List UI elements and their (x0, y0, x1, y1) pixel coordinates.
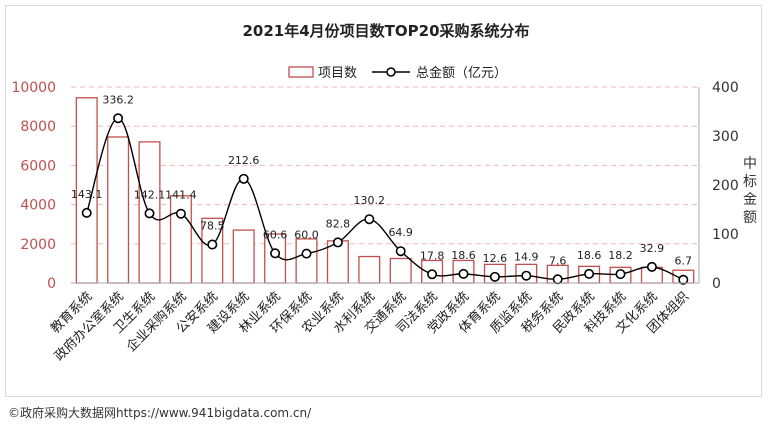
amount-data-label: 143.1 (71, 188, 103, 201)
amount-point-卫生系统 (144, 208, 155, 219)
amount-point-交通系统 (395, 246, 406, 257)
amount-point-企业采购系统 (175, 208, 186, 219)
chart-title: 2021年4月份项目数TOP20采购系统分布 (242, 22, 529, 40)
y-right-tick-label: 0 (712, 276, 721, 292)
amount-data-label: 18.2 (608, 249, 633, 262)
amount-data-label: 14.9 (514, 251, 539, 264)
y-right-tick-label: 100 (712, 227, 739, 243)
bar-环保系统 (295, 238, 318, 284)
amount-data-label: 78.5 (200, 220, 225, 233)
amount-point-农业系统 (332, 237, 343, 248)
amount-data-label: 142.1 (134, 188, 166, 201)
y-left-tick-label: 2000 (20, 237, 56, 253)
amount-data-label: 18.6 (451, 249, 476, 262)
chart-container: 143.1 336.2 142.1 141.4 78.5 212.6 60.6 60.0 82.… (5, 5, 762, 397)
amount-data-label: 12.6 (483, 252, 508, 265)
y-left-tick-label: 10000 (11, 80, 56, 96)
amount-data-label: 82.8 (326, 217, 351, 230)
amount-point-科技系统 (615, 269, 626, 280)
amount-point-党政系统 (458, 268, 469, 279)
amount-point-团体组织 (678, 274, 689, 285)
amount-point-公安系统 (207, 239, 218, 250)
chart-svg: 143.1 336.2 142.1 141.4 78.5 212.6 60.6 60.0 82.… (11, 22, 757, 364)
amount-point-环保系统 (301, 248, 312, 259)
y-right-axis-label-char: 金 (743, 192, 757, 208)
amount-point-水利系统 (364, 214, 375, 225)
y-right-tick-label: 400 (712, 80, 739, 96)
y-right-axis-label-char: 中 (743, 156, 757, 172)
bar-建设系统 (232, 229, 255, 284)
amount-data-label: 64.9 (388, 226, 413, 239)
amount-point-文化系统 (646, 261, 657, 272)
legend-label-bars: 项目数 (318, 66, 357, 81)
y-left-tick-label: 6000 (20, 158, 56, 174)
y-left-tick-label: 8000 (20, 119, 56, 135)
bar-政府办公室系统 (107, 136, 130, 284)
amount-data-label: 141.4 (165, 189, 197, 202)
amount-point-政府办公室系统 (113, 113, 124, 124)
amount-data-label: 60.0 (294, 229, 319, 242)
amount-data-label: 130.2 (354, 194, 386, 207)
amount-point-质监系统 (521, 270, 532, 281)
amount-data-label: 7.6 (549, 254, 567, 267)
y-left-tick-label: 0 (47, 276, 56, 292)
amount-data-label: 336.2 (102, 93, 134, 106)
amount-point-司法系统 (427, 269, 438, 280)
y-right-tick-label: 200 (712, 178, 739, 194)
source-credit: ©政府采购大数据网https://www.941bigdata.com.cn/ (8, 406, 312, 420)
amount-data-label: 60.6 (263, 228, 288, 241)
legend-swatch-bars (288, 66, 314, 78)
y-right-axis-label-char: 标 (743, 174, 757, 190)
amount-point-教育系统 (81, 207, 92, 218)
amount-point-林业系统 (270, 248, 281, 259)
amount-point-税务系统 (552, 274, 563, 285)
amount-data-label: 17.8 (420, 249, 445, 262)
bar-水利系统 (358, 255, 381, 284)
legend-swatch-marker (386, 67, 396, 77)
y-left-tick-label: 4000 (20, 198, 56, 214)
legend-label-line: 总金额（亿元） (416, 65, 507, 81)
amount-point-体育系统 (489, 271, 500, 282)
amount-data-label: 18.6 (577, 249, 602, 262)
amount-point-建设系统 (238, 173, 249, 184)
amount-point-民政系统 (584, 268, 595, 279)
y-right-axis-label-char: 额 (743, 210, 757, 226)
y-right-tick-label: 300 (712, 129, 739, 145)
bar-交通系统 (389, 257, 412, 284)
amount-data-label: 6.7 (675, 255, 693, 268)
amount-data-label: 32.9 (640, 242, 665, 255)
amount-data-label: 212.6 (228, 154, 260, 167)
